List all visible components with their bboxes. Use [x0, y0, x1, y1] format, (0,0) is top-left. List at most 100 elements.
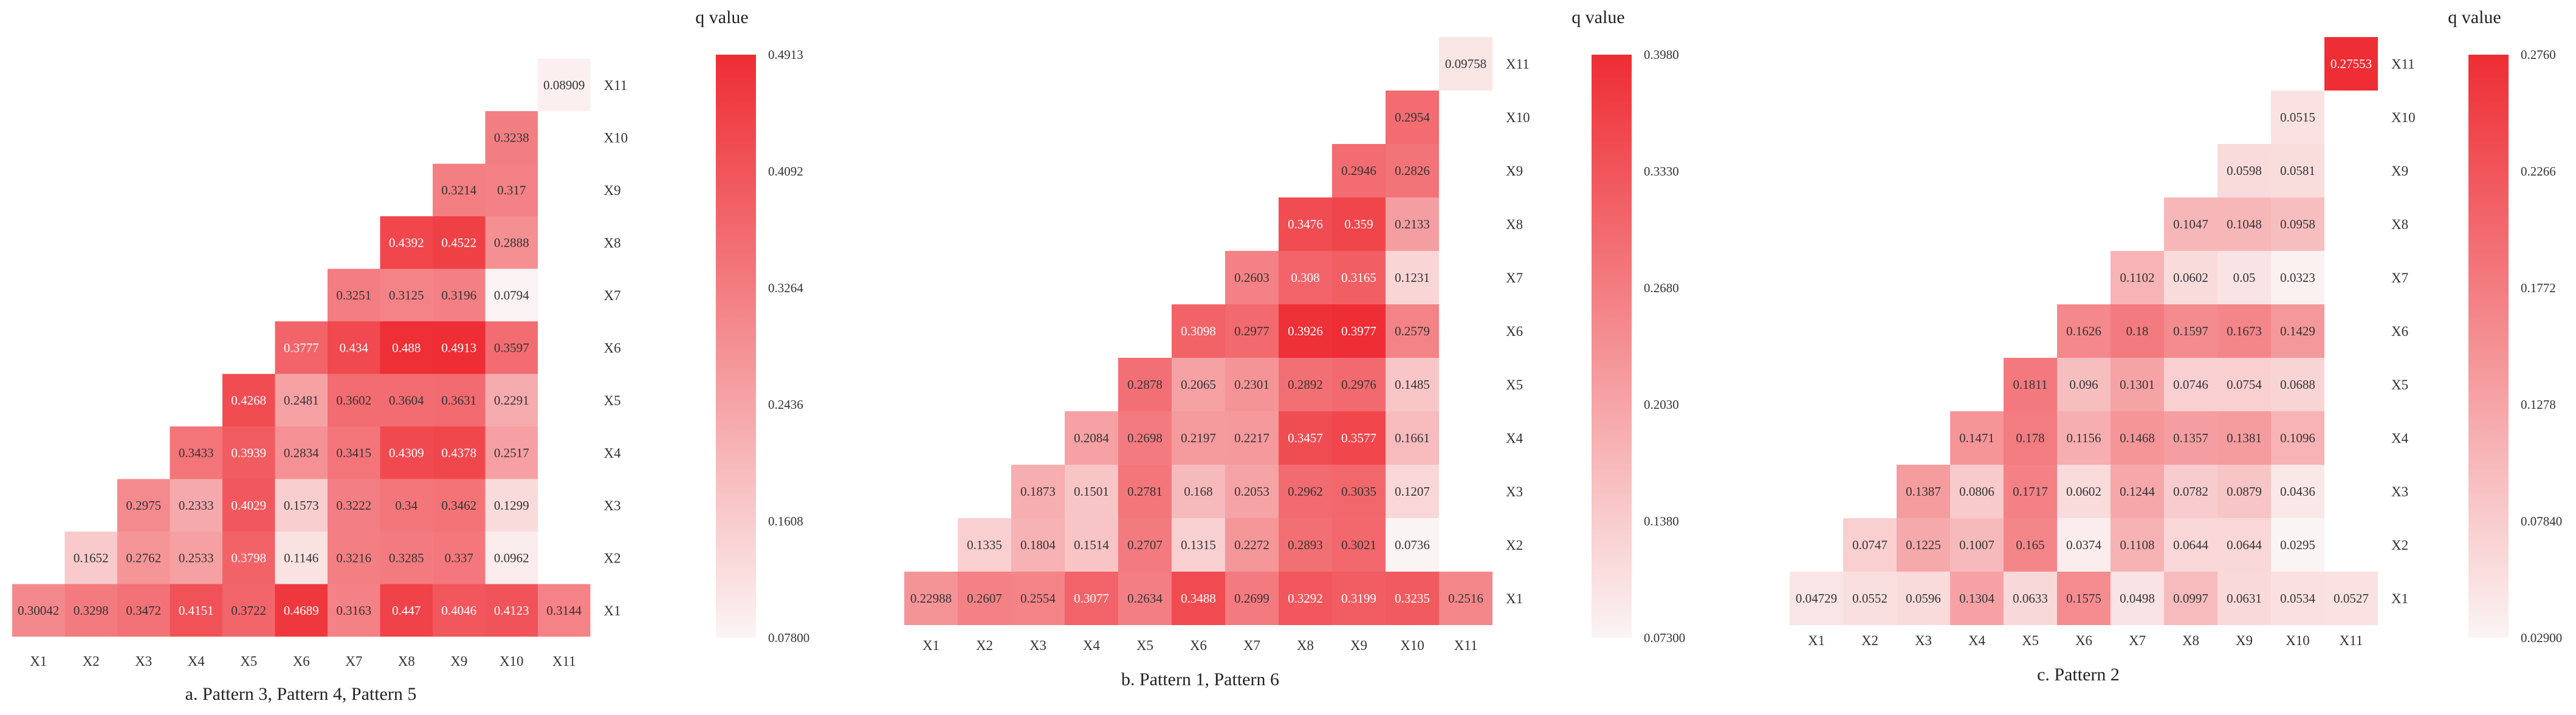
heatmap-cell	[117, 479, 170, 532]
cell-value-label: 0.0736	[1395, 538, 1430, 552]
x-tick-label: X3	[1915, 633, 1932, 648]
y-tick-label: X9	[2391, 163, 2408, 179]
y-tick-label: X7	[1506, 270, 1523, 286]
x-tick-label: X5	[240, 654, 257, 669]
heatmap-cell	[2004, 411, 2057, 465]
heatmap-cell	[1332, 144, 1386, 197]
y-tick-label: X10	[1506, 110, 1530, 125]
heatmap-cell	[1279, 518, 1332, 572]
cell-value-label: 0.1315	[1181, 538, 1216, 552]
heatmap-cell	[433, 426, 486, 479]
heatmap-cell	[433, 584, 486, 637]
cell-value-label: 0.1108	[2120, 538, 2155, 552]
heatmap-cell	[485, 374, 538, 426]
heatmap-cell	[2271, 251, 2324, 304]
cell-value-label: 0.1299	[494, 498, 529, 513]
cell-value-label: 0.3926	[1288, 324, 1323, 338]
heatmap-cell	[1279, 465, 1332, 518]
cell-value-label: 0.0602	[2066, 484, 2101, 499]
x-tick-label: X3	[135, 654, 152, 669]
cell-value-label: 0.096	[2069, 377, 2098, 392]
heatmap-cell	[1279, 197, 1332, 251]
cell-value-label: 0.2634	[1127, 591, 1163, 606]
cell-value-label: 0.1335	[967, 538, 1002, 552]
heatmap-cell	[1950, 518, 2004, 572]
heatmap-cell	[2164, 358, 2217, 411]
colorbar-tick-label: 0.3330	[1644, 164, 1679, 179]
y-tick-label: X11	[604, 78, 628, 93]
heatmap-cell	[433, 374, 486, 426]
heatmap-cell	[1065, 572, 1118, 625]
heatmap-cell	[2217, 144, 2271, 197]
heatmap-cell	[2164, 572, 2217, 625]
cell-value-label: 0.1096	[2280, 431, 2315, 445]
heatmap-cell	[275, 426, 328, 479]
heatmap-cell	[328, 269, 380, 321]
y-tick-label: X2	[1506, 538, 1523, 553]
cell-value-label: 0.0602	[2173, 270, 2208, 285]
heatmap-cell	[1172, 572, 1225, 625]
cell-value-label: 0.337	[445, 550, 473, 565]
cell-value-label: 0.1471	[1959, 431, 1994, 445]
cell-value-label: 0.2954	[1395, 110, 1430, 125]
cell-value-label: 0.18	[2126, 324, 2149, 338]
cell-value-label: 0.2481	[284, 393, 319, 408]
heatmap-cell	[170, 426, 222, 479]
heatmap-cell	[1065, 411, 1118, 465]
heatmap-cell	[328, 479, 380, 532]
heatmap-cell	[2271, 144, 2324, 197]
y-tick-label: X2	[604, 550, 621, 566]
cell-value-label: 0.2962	[1288, 484, 1323, 499]
x-tick-label: X4	[1968, 633, 1986, 648]
colorbar	[1592, 55, 1632, 638]
cell-value-label: 0.2834	[284, 445, 319, 460]
heatmap-cell	[2217, 304, 2271, 358]
x-tick-label: X6	[293, 654, 310, 669]
cell-value-label: 0.1575	[2066, 591, 2101, 606]
heatmap-cell	[2217, 358, 2271, 411]
heatmap-cell	[2271, 304, 2324, 358]
cell-value-label: 0.3125	[389, 288, 424, 303]
cell-value-label: 0.3472	[126, 603, 161, 618]
cell-value-label: 0.0436	[2280, 484, 2315, 499]
cell-value-label: 0.1304	[1959, 591, 1994, 606]
cell-value-label: 0.2699	[1234, 591, 1269, 606]
cell-value-label: 0.3235	[1395, 591, 1430, 606]
y-tick-label: X10	[2391, 110, 2416, 125]
heatmap-cell	[904, 572, 958, 625]
cell-value-label: 0.0806	[1959, 484, 1994, 499]
cell-value-label: 0.1429	[2280, 324, 2315, 338]
cell-value-label: 0.3476	[1288, 217, 1323, 231]
cell-value-label: 0.0746	[2173, 377, 2208, 392]
y-tick-label: X1	[2391, 591, 2408, 606]
colorbar-tick-label: 0.3980	[1644, 47, 1679, 62]
heatmap-cell	[485, 321, 538, 374]
cell-value-label: 0.0323	[2280, 270, 2315, 285]
heatmap-cell	[1386, 465, 1439, 518]
cell-value-label: 0.2878	[1127, 377, 1163, 392]
heatmap-cell	[2217, 572, 2271, 625]
cell-value-label: 0.2053	[1234, 484, 1269, 499]
cell-value-label: 0.1007	[1959, 538, 1994, 552]
x-tick-label: X2	[1861, 633, 1878, 648]
heatmap-cell	[485, 163, 538, 216]
heatmap-cell	[64, 584, 117, 637]
heatmap-cell	[1897, 465, 1950, 518]
heatmap-cell	[1225, 465, 1279, 518]
panel-caption: b. Pattern 1, Pattern 6	[1121, 669, 1279, 689]
cell-value-label: 0.3597	[494, 340, 529, 355]
cell-value-label: 0.359	[1344, 217, 1373, 231]
colorbar-title: q value	[2448, 7, 2501, 27]
y-tick-label: X4	[2391, 431, 2409, 446]
cell-value-label: 0.434	[340, 340, 369, 355]
cell-value-label: 0.0631	[2227, 591, 2262, 606]
heatmap-cell	[1386, 304, 1439, 358]
heatmap-cell	[380, 584, 433, 637]
cell-value-label: 0.2607	[967, 591, 1002, 606]
heatmap-cell	[275, 532, 328, 584]
cell-value-label: 0.2065	[1181, 377, 1216, 392]
heatmap-cell	[1386, 197, 1439, 251]
cell-value-label: 0.1146	[284, 550, 318, 565]
heatmap-cell	[1225, 358, 1279, 411]
cell-value-label: 0.1225	[1906, 538, 1941, 552]
